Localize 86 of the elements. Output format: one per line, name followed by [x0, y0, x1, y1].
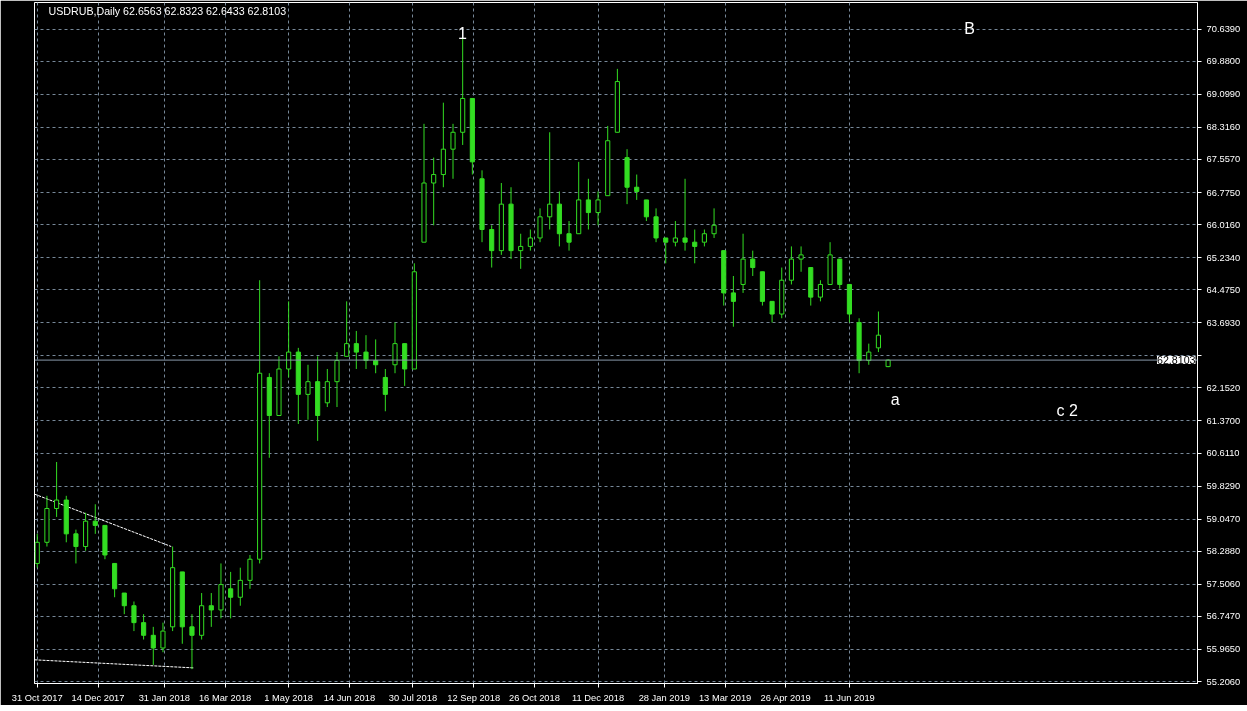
x-tick-label: 11 Dec 2018 [571, 692, 625, 703]
y-tick-label: 55.9650 [1206, 644, 1241, 655]
candlestick [643, 199, 649, 222]
annotation: B [964, 19, 975, 37]
candlestick [682, 178, 688, 252]
x-tick-label: 30 Jul 2018 [388, 692, 438, 703]
candlestick [750, 250, 756, 277]
x-tick-label: 11 Jun 2019 [824, 692, 875, 703]
candlestick [653, 207, 659, 243]
candlestick [518, 233, 524, 270]
candlestick [547, 131, 553, 230]
candlestick [450, 123, 456, 180]
candlestick [131, 600, 137, 632]
annotation: c 2 [1056, 401, 1079, 419]
annotation: 1 [458, 25, 468, 43]
candlestick [208, 592, 214, 628]
y-tick-label: 57.5060 [1206, 579, 1241, 590]
candlestick [150, 626, 156, 666]
candlestick [382, 368, 388, 412]
x-tick-label: 12 Sep 2018 [447, 692, 501, 703]
candlestick [54, 461, 60, 518]
candlestick [334, 351, 340, 408]
x-tick-label: 28 Jan 2019 [638, 692, 691, 703]
x-tick-label: 14 Dec 2017 [71, 692, 125, 703]
candlestick [537, 207, 543, 243]
candlestick [769, 300, 775, 323]
y-tick-label: 59.8290 [1206, 481, 1241, 492]
y-tick-label: 60.6110 [1206, 448, 1240, 459]
candlestick [634, 174, 640, 201]
candlestick [286, 300, 292, 378]
candlestick [585, 178, 591, 230]
x-tick-label: 16 Mar 2018 [198, 692, 252, 703]
candlestick [692, 229, 698, 264]
y-tick-label: 69.8800 [1206, 56, 1241, 67]
candlestick [431, 157, 437, 226]
candlestick [189, 613, 195, 670]
candlestick [73, 529, 79, 564]
x-tick-label: 31 Jan 2018 [138, 692, 191, 703]
x-tick-label: 1 May 2018 [264, 692, 314, 703]
candlestick [788, 245, 794, 285]
ref-line-label: 62.8103 [1156, 354, 1196, 367]
y-tick-label: 58.2880 [1206, 546, 1241, 557]
y-tick-label: 66.0160 [1206, 219, 1241, 230]
chart-title: USDRUB,Daily 62.6563 62.8323 62.6433 62.8103 [48, 4, 287, 17]
y-tick-label: 69.0990 [1206, 89, 1241, 100]
x-tick-label: 26 Oct 2018 [509, 692, 560, 703]
candlestick [730, 275, 736, 328]
candlestick [228, 571, 234, 619]
x-tick-label: 13 Mar 2019 [698, 692, 752, 703]
candlestick [160, 622, 166, 653]
y-tick-label: 56.7470 [1206, 611, 1241, 622]
candlestick [92, 503, 98, 535]
y-tick-label: 68.3160 [1206, 122, 1241, 133]
y-tick-label: 62.1520 [1206, 382, 1241, 393]
annotation: a [890, 391, 900, 409]
candlestick [595, 190, 601, 226]
candlestick [324, 368, 330, 408]
y-tick-label: 67.5570 [1206, 154, 1241, 165]
candlestick [344, 300, 350, 357]
x-tick-label: 26 Apr 2019 [760, 692, 811, 703]
candlestick [305, 364, 311, 421]
y-tick-label: 64.4750 [1206, 284, 1241, 295]
candlestick [141, 613, 147, 641]
y-tick-label: 63.6930 [1206, 317, 1241, 328]
y-tick-label: 59.0470 [1206, 514, 1241, 525]
y-tick-label: 70.6390 [1206, 24, 1241, 35]
candlestick [566, 220, 572, 252]
candlestick [527, 229, 533, 252]
candlestick [392, 322, 398, 374]
candlestick [353, 330, 359, 370]
candlestick [798, 245, 804, 273]
candlestick [237, 567, 243, 607]
candlestick [663, 237, 669, 264]
candlestick [711, 207, 717, 239]
candlestick [489, 224, 495, 269]
candlestick [817, 279, 823, 302]
candlestick [672, 220, 678, 247]
x-tick-label: 31 Oct 2017 [11, 692, 63, 703]
candlestick [247, 554, 253, 590]
y-tick-label: 61.3700 [1206, 415, 1241, 426]
y-tick-label: 65.2340 [1206, 252, 1241, 263]
candlestick [875, 311, 882, 353]
y-tick-label: 55.2060 [1206, 676, 1241, 687]
x-tick-label: 14 Jun 2018 [323, 692, 376, 703]
candlestick [121, 592, 127, 615]
y-tick-label: 66.7750 [1206, 187, 1241, 198]
